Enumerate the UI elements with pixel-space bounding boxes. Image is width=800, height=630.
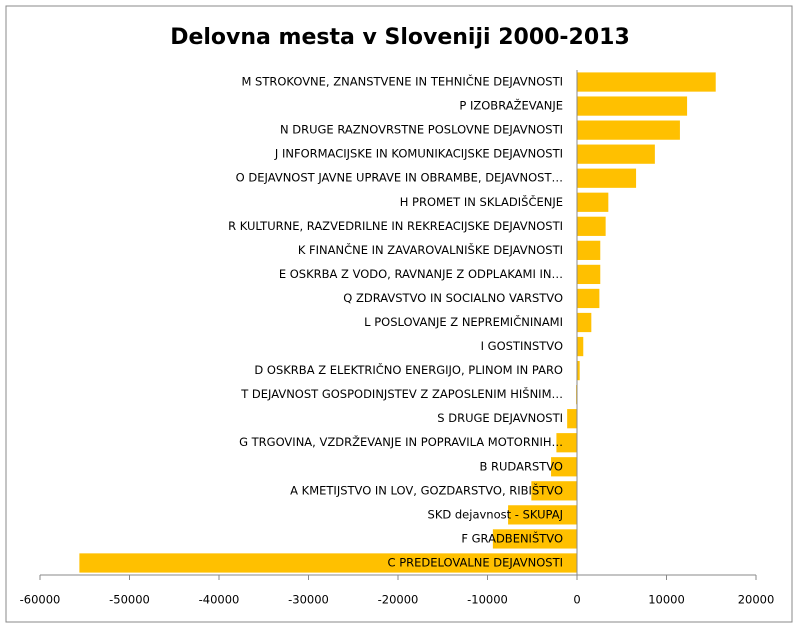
category-label: R KULTURNE, RAZVEDRILNE IN REKREACIJSKE … xyxy=(228,219,563,233)
bar xyxy=(577,144,655,164)
bar xyxy=(577,168,637,188)
x-tick-label: 0 xyxy=(573,593,580,607)
bar xyxy=(577,72,716,92)
category-label: M STROKOVNE, ZNANSTVENE IN TEHNIČNE DEJA… xyxy=(241,74,563,89)
category-label: D OSKRBA Z ELEKTRIČNO ENERGIJO, PLINOM I… xyxy=(254,362,563,377)
bar xyxy=(567,409,577,429)
category-label: L POSLOVANJE Z NEPREMIČNINAMI xyxy=(364,314,563,329)
x-tick-label: 10000 xyxy=(648,593,685,607)
chart-title: Delovna mesta v Sloveniji 2000-2013 xyxy=(170,25,630,50)
category-label: F GRADBENIŠTVO xyxy=(461,530,563,545)
bar xyxy=(577,360,580,381)
bar xyxy=(577,240,601,260)
bar xyxy=(577,96,688,116)
bar xyxy=(508,505,577,525)
category-label: SKD dejavnost - SKUPAJ xyxy=(428,507,563,521)
bar xyxy=(556,433,577,453)
category-label: B RUDARSTVO xyxy=(479,459,563,473)
category-label: Q ZDRAVSTVO IN SOCIALNO VARSTVO xyxy=(343,291,563,305)
category-label: J INFORMACIJSKE IN KOMUNIKACIJSKE DEJAVN… xyxy=(274,147,563,161)
category-label: A KMETIJSTVO IN LOV, GOZDARSTVO, RIBIŠTV… xyxy=(290,482,563,497)
category-label: K FINANČNE IN ZAVAROVALNIŠKE DEJAVNOSTI xyxy=(298,242,563,257)
x-tick-label: -60000 xyxy=(20,593,61,607)
bar xyxy=(577,312,592,333)
category-label: P IZOBRAŽEVANJE xyxy=(459,98,563,113)
bar xyxy=(577,264,601,285)
category-label: N DRUGE RAZNOVRSTNE POSLOVNE DEJAVNOSTI xyxy=(280,123,563,137)
category-label: H PROMET IN SKLADIŠČENJE xyxy=(400,194,563,209)
category-label: G TRGOVINA, VZDRŽEVANJE IN POPRAVILA MOT… xyxy=(239,434,563,449)
category-label: T DEJAVNOST GOSPODINJSTEV Z ZAPOSLENIM H… xyxy=(240,386,563,401)
x-tick-label: -30000 xyxy=(288,593,329,607)
category-label: I GOSTINSTVO xyxy=(481,339,563,353)
bar xyxy=(577,336,584,357)
x-tick-label: 20000 xyxy=(738,593,775,607)
bar xyxy=(577,216,606,236)
x-tick-label: -20000 xyxy=(378,593,419,607)
bar xyxy=(492,529,577,549)
category-label: C PREDELOVALNE DEJAVNOSTI xyxy=(388,555,563,569)
bar xyxy=(79,553,577,573)
category-label: E OSKRBA Z VODO, RAVNANJE Z ODPLAKAMI IN… xyxy=(279,267,563,281)
bar xyxy=(531,481,577,501)
x-tick-label: -40000 xyxy=(199,593,240,607)
category-label: O DEJAVNOST JAVNE UPRAVE IN OBRAMBE, DEJ… xyxy=(236,171,563,185)
bar xyxy=(577,120,680,140)
x-tick-label: -50000 xyxy=(109,593,150,607)
bar xyxy=(577,192,609,212)
bar xyxy=(551,457,577,477)
bar xyxy=(577,288,600,309)
x-tick-label: -10000 xyxy=(467,593,508,607)
category-label: S DRUGE DEJAVNOSTI xyxy=(437,411,563,425)
